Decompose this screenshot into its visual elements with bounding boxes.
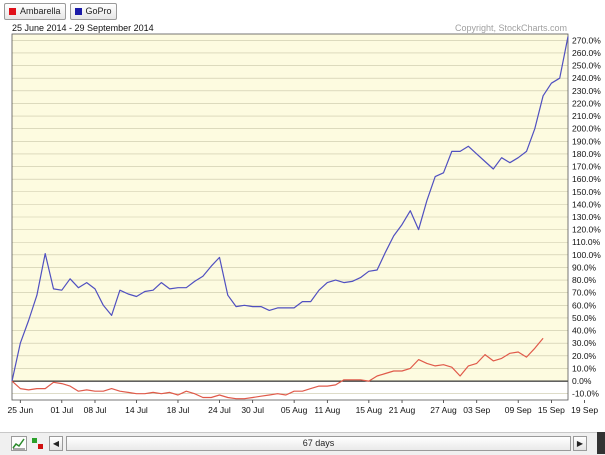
date-range-scrollbar[interactable]: 67 days xyxy=(66,436,571,451)
y-tick-label: 160.0% xyxy=(572,174,601,184)
y-tick-label: 80.0% xyxy=(572,275,597,285)
y-tick-label: 100.0% xyxy=(572,250,601,260)
y-tick-label: 260.0% xyxy=(572,48,601,58)
legend-item-ambarella[interactable]: Ambarella xyxy=(4,2,66,20)
y-tick-label: 50.0% xyxy=(572,313,597,323)
x-tick-label: 01 Jul xyxy=(50,405,73,415)
y-tick-label: 0.0% xyxy=(572,376,592,386)
y-tick-label: 240.0% xyxy=(572,73,601,83)
range-days-label: 67 days xyxy=(302,438,335,448)
x-tick-label: 09 Sep xyxy=(505,405,532,415)
gopro-series-line xyxy=(11,36,569,382)
x-tick-label: 03 Sep xyxy=(463,405,490,415)
x-tick-label: 14 Jul xyxy=(125,405,148,415)
y-tick-label: 40.0% xyxy=(572,326,597,336)
legend-item-gopro[interactable]: GoPro xyxy=(69,2,117,20)
x-tick-label: 15 Aug xyxy=(356,405,383,415)
y-tick-label: 220.0% xyxy=(572,98,601,108)
line-chart-icon[interactable] xyxy=(11,436,27,451)
scroll-right-button[interactable]: ▶ xyxy=(573,436,587,451)
legend-label-ambarella: Ambarella xyxy=(20,6,61,16)
x-tick-label: 30 Jul xyxy=(241,405,264,415)
window-edge xyxy=(597,432,605,454)
x-tick-label: 05 Aug xyxy=(281,405,308,415)
x-tick-label: 27 Aug xyxy=(430,405,457,415)
y-tick-label: 250.0% xyxy=(572,61,601,71)
performance-chart: -10.0% 0.0% 10.0% 20.0% 30.0% 40.0% 50.0% 60.0%… xyxy=(8,33,601,415)
legend-bar: Ambarella GoPro xyxy=(0,0,605,22)
scroll-left-button[interactable]: ◀ xyxy=(49,436,63,451)
x-tick-label: 18 Jul xyxy=(167,405,190,415)
y-tick-label: 120.0% xyxy=(572,225,601,235)
date-range: 25 June 2014 - 29 September 2014 xyxy=(12,23,154,33)
ambarella-series-line xyxy=(11,337,544,400)
y-tick-label: 210.0% xyxy=(572,111,601,121)
y-tick-label: 20.0% xyxy=(572,351,597,361)
x-tick-label: 21 Aug xyxy=(389,405,416,415)
y-tick-label: 200.0% xyxy=(572,124,601,134)
x-tick-label: 08 Jul xyxy=(84,405,107,415)
x-tick-label: 25 Jun xyxy=(8,405,34,415)
y-tick-label: 180.0% xyxy=(572,149,601,159)
y-tick-label: 140.0% xyxy=(572,199,601,209)
y-tick-label: 30.0% xyxy=(572,338,597,348)
y-tick-label: 70.0% xyxy=(572,288,597,298)
y-tick-label: 230.0% xyxy=(572,86,601,96)
y-tick-label: 190.0% xyxy=(572,136,601,146)
plot-border xyxy=(11,33,569,401)
plot-negative-zone xyxy=(12,381,568,400)
y-tick-label: 170.0% xyxy=(572,162,601,172)
y-tick-label: -10.0% xyxy=(572,389,599,399)
y-tick-label: 60.0% xyxy=(572,300,597,310)
copyright-notice: Copyright, StockCharts.com xyxy=(454,23,567,33)
y-tick-label: 10.0% xyxy=(572,363,597,373)
x-tick-label: 15 Sep xyxy=(538,405,565,415)
y-tick-label: 110.0% xyxy=(572,237,601,247)
legend-label-gopro: GoPro xyxy=(85,6,112,16)
x-tick-label: 19 Sep xyxy=(571,405,598,415)
chart-area: -10.0% 0.0% 10.0% 20.0% 30.0% 40.0% 50.0% 60.0%… xyxy=(0,22,605,430)
y-tick-label: 150.0% xyxy=(572,187,601,197)
y-tick-label: 90.0% xyxy=(572,262,597,272)
color-settings-icon[interactable] xyxy=(30,436,46,451)
ambarella-swatch-icon xyxy=(9,7,16,15)
chart-toolbar: ◀ 67 days ▶ xyxy=(0,432,605,455)
y-tick-label: 130.0% xyxy=(572,212,601,222)
x-tick-label: 24 Jul xyxy=(208,405,231,415)
y-tick-label: 270.0% xyxy=(572,35,601,45)
x-tick-label: 11 Aug xyxy=(314,405,340,415)
gopro-swatch-icon xyxy=(74,7,82,15)
